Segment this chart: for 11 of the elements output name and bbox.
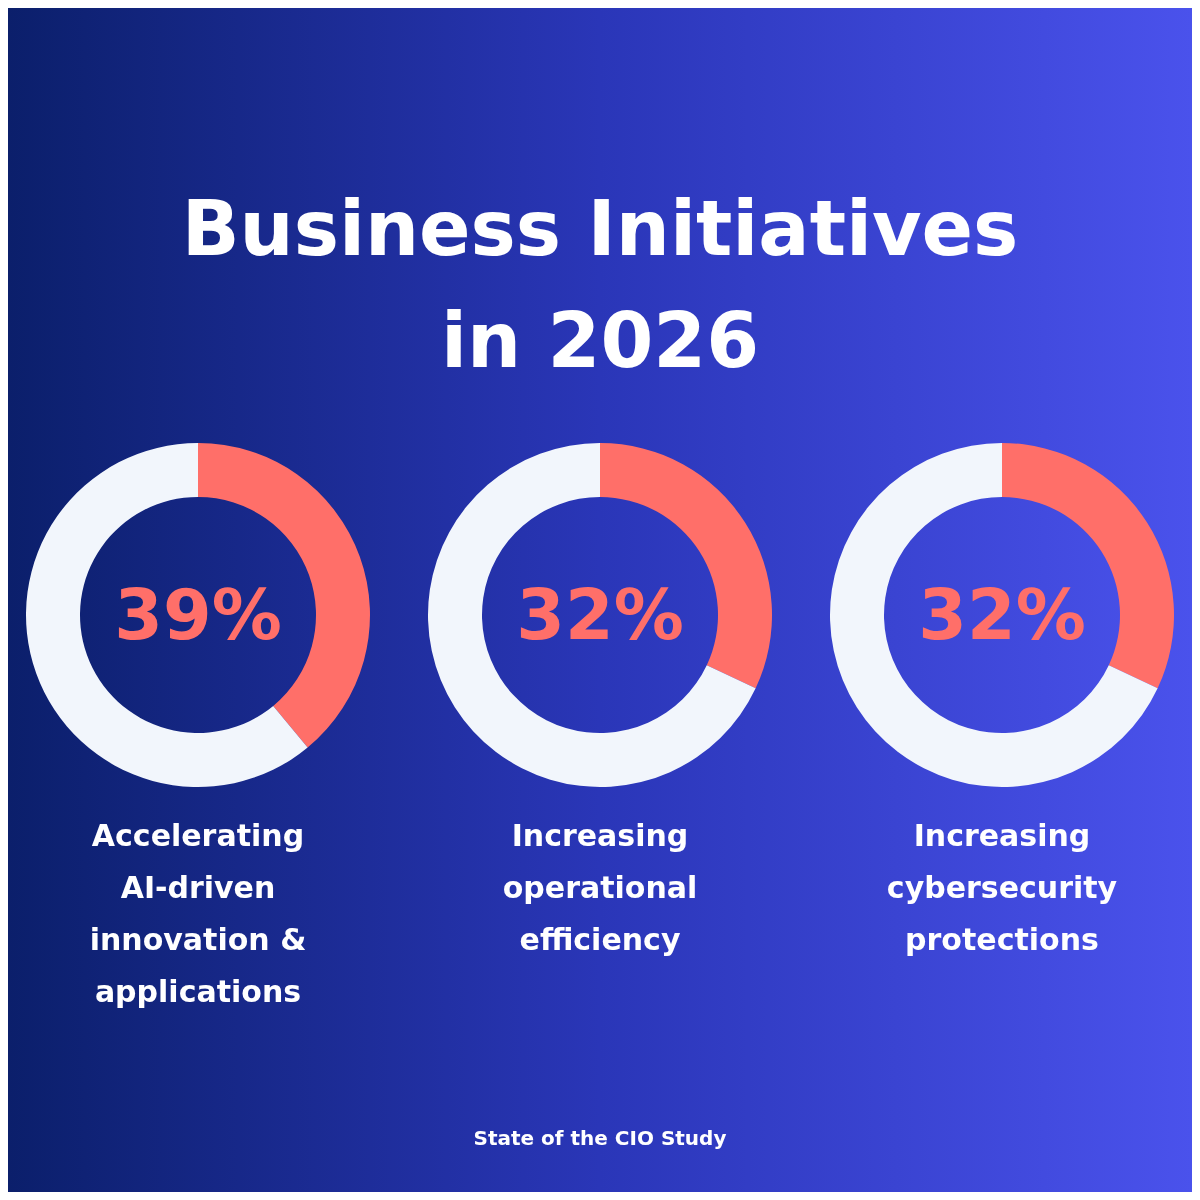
text: Increasing operational efficiency xyxy=(501,817,699,959)
text: State of the CIO Study xyxy=(472,1126,728,1150)
text: Accelerating AI-driven innovation & applications xyxy=(88,817,308,1011)
donut-slice xyxy=(26,443,308,787)
donut-slice xyxy=(830,443,1158,787)
data-label: 32% xyxy=(516,574,684,656)
data-label: 32% xyxy=(918,574,1086,656)
text: Increasing cybersecurity protections xyxy=(885,817,1119,959)
text: Business Initiatives in 2026 xyxy=(180,183,1020,387)
data-label: 39% xyxy=(114,574,282,656)
donut-slice xyxy=(428,443,756,787)
